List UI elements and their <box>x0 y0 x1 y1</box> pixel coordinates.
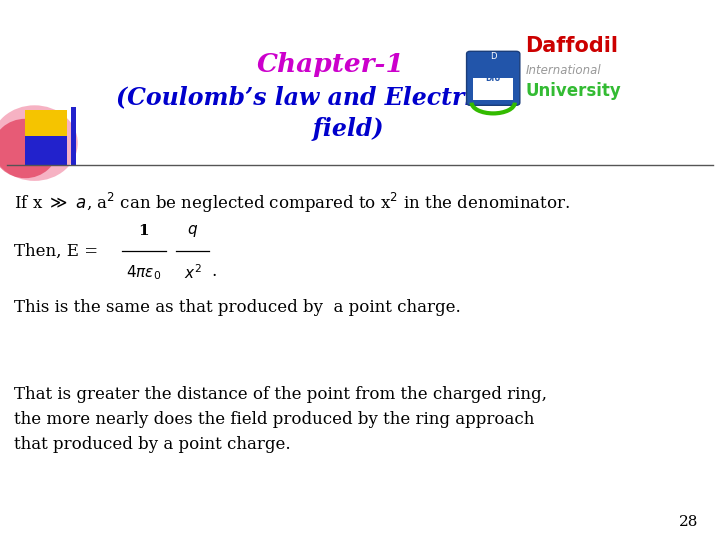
Text: That is greater the distance of the point from the charged ring,
the more nearly: That is greater the distance of the poin… <box>14 386 547 453</box>
Text: (Coulomb’s law and Electric
           field): (Coulomb’s law and Electric field) <box>117 86 488 141</box>
Text: Chapter-1: Chapter-1 <box>257 52 405 77</box>
Text: D: D <box>490 52 497 61</box>
Text: This is the same as that produced by  a point charge.: This is the same as that produced by a p… <box>14 299 461 316</box>
Bar <box>25 110 67 138</box>
Bar <box>71 107 76 166</box>
Text: 28: 28 <box>679 515 698 529</box>
FancyBboxPatch shape <box>467 51 520 105</box>
Bar <box>25 136 67 166</box>
Text: .: . <box>212 263 217 280</box>
Text: $x^2$: $x^2$ <box>184 264 202 282</box>
Text: $q$: $q$ <box>187 222 199 239</box>
Ellipse shape <box>0 105 78 181</box>
Text: 1: 1 <box>139 224 149 238</box>
FancyBboxPatch shape <box>473 78 513 100</box>
Text: $4\pi\varepsilon_0$: $4\pi\varepsilon_0$ <box>127 264 161 282</box>
Text: University: University <box>526 82 621 100</box>
Text: DIU: DIU <box>485 74 501 83</box>
Text: If x $\gg$ $a$, a$^2$ can be neglected compared to x$^2$ in the denominator.: If x $\gg$ $a$, a$^2$ can be neglected c… <box>14 191 570 214</box>
Text: Daffodil: Daffodil <box>526 36 618 56</box>
Text: Then, E =: Then, E = <box>14 242 104 260</box>
Ellipse shape <box>0 119 58 178</box>
Text: International: International <box>526 64 601 77</box>
